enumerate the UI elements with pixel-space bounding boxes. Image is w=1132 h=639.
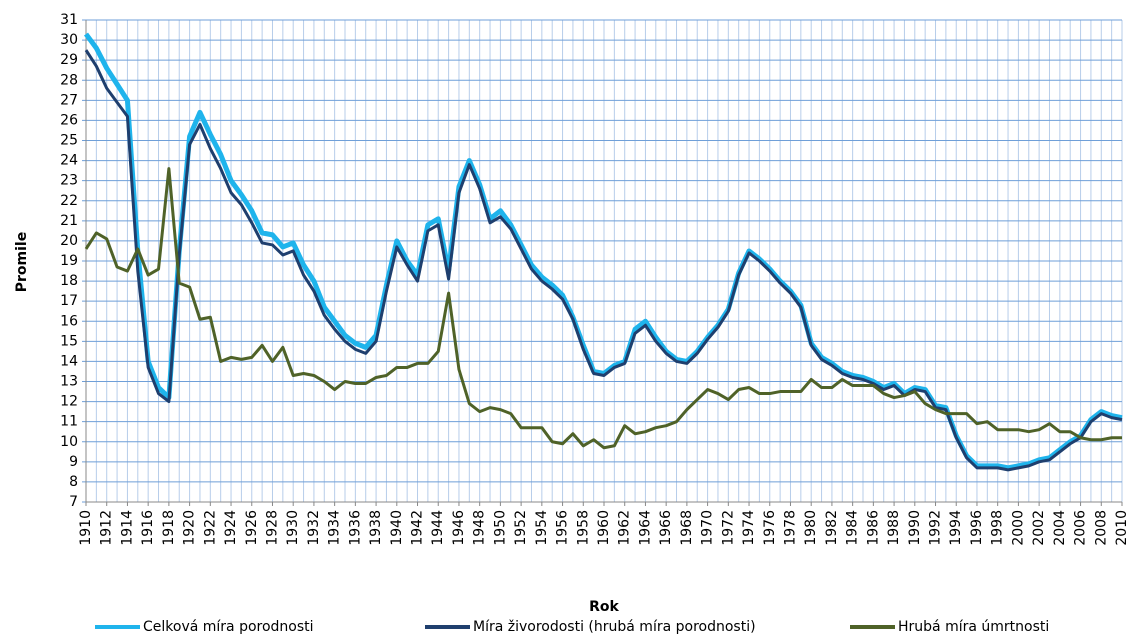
x-tick-label: 1992: [928, 510, 944, 546]
y-tick-label: 9: [69, 454, 78, 470]
x-tick-label: 1990: [907, 510, 923, 546]
x-tick-label: 1922: [202, 510, 218, 546]
x-tick-label: 1974: [741, 510, 757, 546]
x-tick-label: 1962: [617, 510, 633, 546]
x-tick-label: 1964: [637, 510, 653, 546]
y-tick-label: 20: [60, 233, 78, 249]
x-tick-label: 1966: [658, 510, 674, 546]
y-tick-label: 25: [60, 133, 78, 149]
x-tick-label: 1950: [492, 510, 508, 546]
x-tick-label: 1934: [327, 510, 343, 546]
x-tick-label: 1914: [119, 510, 135, 546]
x-tick-label: 2004: [1052, 510, 1068, 546]
y-tick-label: 16: [60, 313, 78, 329]
x-tick-label: 1972: [720, 510, 736, 546]
y-tick-label: 19: [60, 253, 78, 269]
y-tick-label: 7: [69, 494, 78, 510]
x-tick-label: 1924: [223, 510, 239, 546]
y-tick-label: 14: [60, 353, 78, 369]
legend-label: Hrubá míra úmrtnosti: [898, 619, 1049, 635]
x-tick-label: 1944: [430, 510, 446, 546]
y-tick-label: 10: [60, 434, 78, 450]
x-tick-label: 2006: [1073, 510, 1089, 546]
x-tick-label: 1982: [824, 510, 840, 546]
series-line: [84, 49, 1123, 472]
y-tick-label: 18: [60, 273, 78, 289]
x-tick-label: 2010: [1114, 510, 1130, 546]
x-tick-label: 1948: [472, 510, 488, 546]
x-tick-label: 1928: [264, 510, 280, 546]
x-tick-label: 1938: [368, 510, 384, 546]
x-tick-label: 1996: [969, 510, 985, 546]
y-axis-label: Promile: [14, 232, 30, 292]
y-tick-label: 15: [60, 333, 78, 349]
x-tick-label: 1976: [762, 510, 778, 546]
x-tick-label: 2000: [1010, 510, 1026, 546]
y-tick-label: 23: [60, 173, 78, 189]
x-tick-label: 1980: [803, 510, 819, 546]
x-tick-label: 1984: [845, 510, 861, 546]
y-tick-label: 22: [60, 193, 78, 209]
x-tick-label: 1920: [182, 510, 198, 546]
y-tick-label: 21: [60, 213, 78, 229]
x-tick-label: 1926: [244, 510, 260, 546]
x-tick-label: 1952: [513, 510, 529, 546]
y-tick-label: 11: [60, 414, 78, 430]
y-tick-label: 24: [60, 153, 78, 169]
x-tick-label: 1918: [161, 510, 177, 546]
legend-label: Celková míra porodnosti: [143, 619, 314, 635]
x-tick-label: 1940: [389, 510, 405, 546]
legend-label: Míra živorodosti (hrubá míra porodnosti): [473, 619, 756, 635]
x-tick-label: 2002: [1031, 510, 1047, 546]
x-tick-label: 1930: [285, 510, 301, 546]
x-tick-label: 1932: [306, 510, 322, 546]
y-tick-label: 29: [60, 52, 78, 68]
x-tick-label: 1986: [865, 510, 881, 546]
y-tick-label: 28: [60, 72, 78, 88]
x-tick-label: 1994: [948, 510, 964, 546]
x-tick-label: 1978: [782, 510, 798, 546]
y-tick-label: 27: [60, 92, 78, 108]
y-tick-label: 30: [60, 32, 78, 48]
x-tick-label: 1998: [990, 510, 1006, 546]
x-tick-label: 1910: [78, 510, 94, 546]
x-tick-label: 1912: [99, 510, 115, 546]
series-line: [84, 167, 1122, 450]
x-tick-label: 1954: [534, 510, 550, 546]
x-tick-label: 1956: [555, 510, 571, 546]
x-tick-label: 1958: [575, 510, 591, 546]
y-tick-label: 13: [60, 374, 78, 390]
x-tick-label: 2008: [1093, 510, 1109, 546]
y-tick-label: 17: [60, 293, 78, 309]
y-tick-label: 12: [60, 394, 78, 410]
x-axis-label: Rok: [589, 599, 619, 615]
y-tick-label: 8: [69, 474, 78, 490]
x-tick-label: 1988: [886, 510, 902, 546]
x-tick-label: 1968: [679, 510, 695, 546]
x-tick-label: 1960: [596, 510, 612, 546]
x-tick-label: 1942: [410, 510, 426, 546]
x-tick-label: 1970: [700, 510, 716, 546]
x-tick-label: 1916: [140, 510, 156, 546]
y-tick-label: 31: [60, 12, 78, 28]
x-tick-label: 1936: [347, 510, 363, 546]
y-tick-label: 26: [60, 112, 78, 128]
x-tick-label: 1946: [451, 510, 467, 546]
